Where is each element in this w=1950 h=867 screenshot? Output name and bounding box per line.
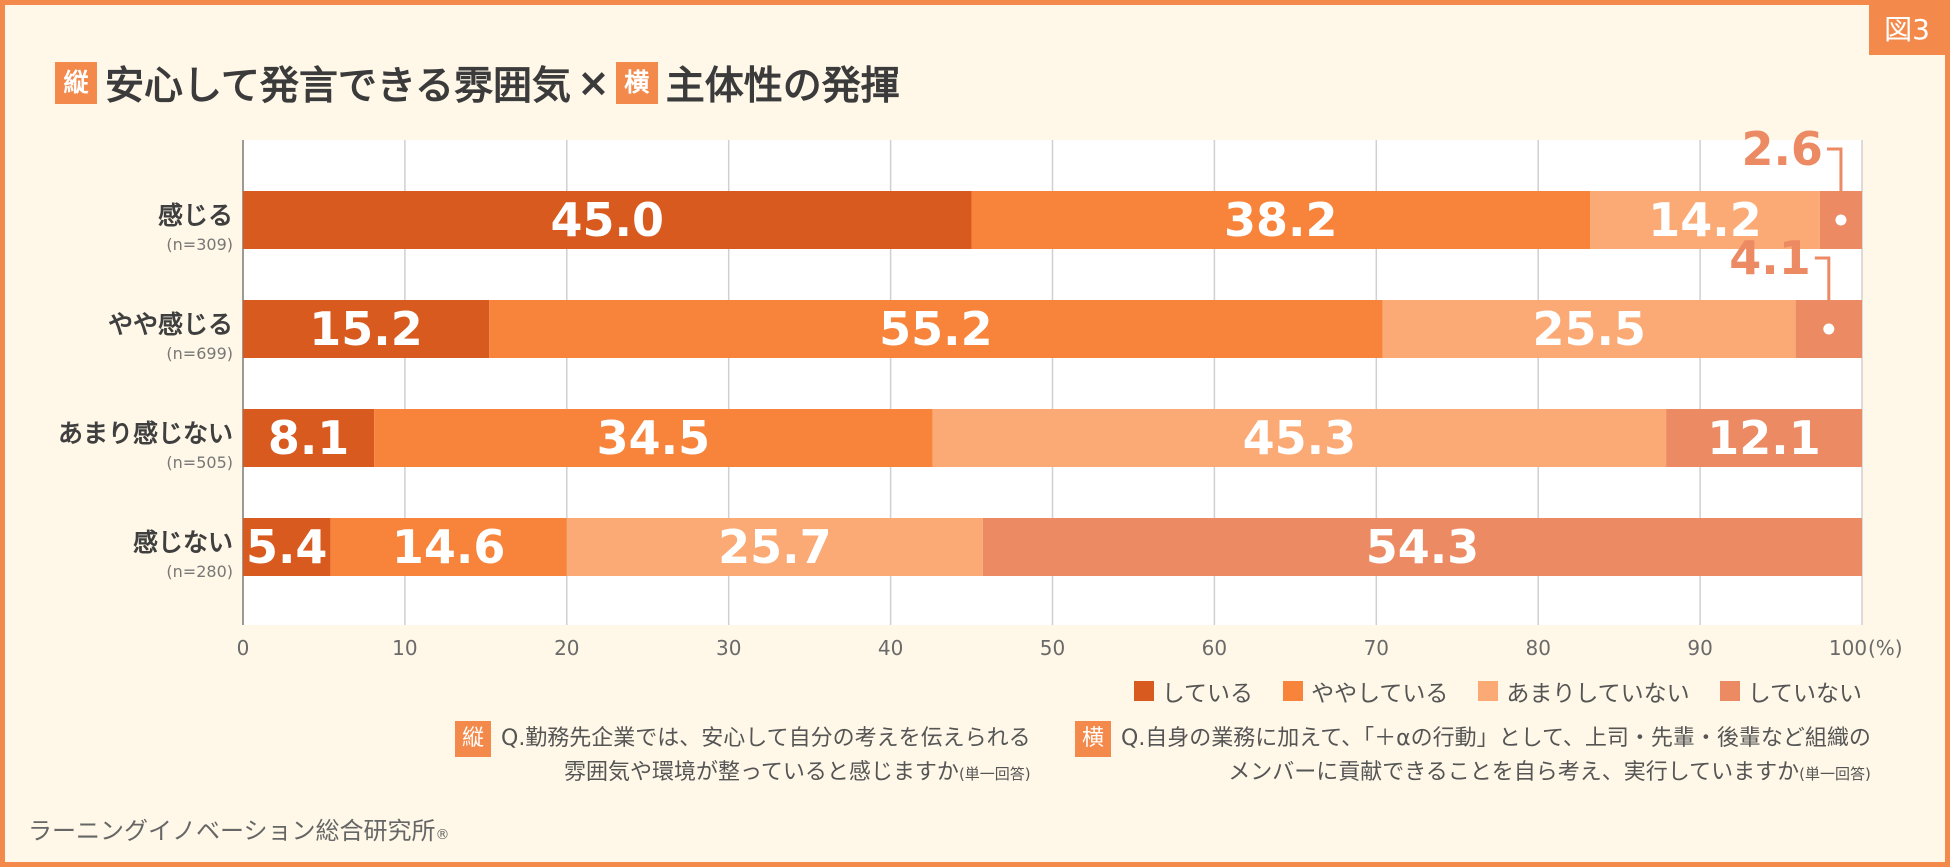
bar-segment [374, 409, 933, 467]
data-label: 14.2 [1648, 193, 1762, 247]
x-tick-label: 30 [716, 636, 741, 660]
x-tick-label: 90 [1687, 636, 1712, 660]
category-n-label: (n=309) [166, 235, 233, 254]
title-part-horizontal: 主体性の発揮 [665, 64, 900, 109]
data-label: 55.2 [879, 302, 993, 356]
bar-segment [1382, 300, 1796, 358]
horizontal-question-badge: 横 [1075, 721, 1111, 757]
horizontal-axis-badge: 横 [615, 62, 658, 104]
vertical-question-badge: 縦 [455, 721, 491, 757]
legend-swatch-icon [1478, 681, 1499, 701]
data-label: 5.4 [246, 520, 328, 574]
x-tick-label: 10 [392, 636, 417, 660]
organization-credit: ラーニングイノベーション総合研究所® [28, 811, 450, 846]
vertical-axis-badge: 縦 [55, 62, 97, 104]
category-label: やや感じる [108, 310, 233, 339]
figure-tag: 図3 [1869, 5, 1945, 55]
title-cross: × [577, 60, 610, 106]
bar-segment [1666, 409, 1862, 467]
data-label: 45.0 [551, 193, 665, 247]
data-label: 45.3 [1243, 411, 1357, 465]
bar-segment [243, 518, 331, 576]
x-tick-label: 50 [1040, 636, 1065, 660]
horizontal-question-note: (単一回答) [1799, 765, 1871, 783]
category-label: 感じない [133, 528, 233, 557]
legend-label: あまりしていない [1506, 681, 1690, 707]
bar-segment [330, 518, 567, 576]
horizontal-question-text: Q.自身の業務に加えて、「＋αの行動」として、上司・先輩・後輩など組織の メンバ… [1121, 722, 1871, 791]
data-label: 25.7 [718, 520, 832, 574]
x-tick-label: 60 [1202, 636, 1227, 660]
chart-title: 縦 安心して発言できる雰囲気 × 横 主体性の発揮 [55, 53, 900, 113]
x-unit-label: (%) [1868, 636, 1903, 660]
bar-segment [243, 300, 490, 358]
vertical-question-line2: 雰囲気や環境が整っていると感じますか [564, 760, 959, 785]
callout-leader [1826, 147, 1843, 212]
legend-item: あまりしていない [1478, 674, 1690, 708]
category-label: 感じる [158, 201, 233, 230]
data-label: 14.6 [392, 520, 506, 574]
legend-swatch-icon [1719, 681, 1740, 701]
data-label: 15.2 [309, 302, 423, 356]
x-tick-label: 80 [1525, 636, 1550, 660]
bar-segment [243, 191, 972, 249]
data-label: 4.1 [1729, 231, 1811, 285]
bar-segment [932, 409, 1667, 467]
bar-segment [489, 300, 1383, 358]
horizontal-question-line2: メンバーに貢献できることを自ら考え、実行していますか [1228, 760, 1800, 785]
legend-label: している [1161, 681, 1254, 707]
data-label: 12.1 [1707, 411, 1821, 465]
bar-segment [1590, 191, 1820, 249]
legend-label: ややしている [1311, 681, 1449, 707]
x-tick-label: 70 [1364, 636, 1389, 660]
legend-swatch-icon [1283, 681, 1304, 701]
horizontal-question-line1: Q.自身の業務に加えて、「＋αの行動」として、上司・先輩・後輩など組織の [1121, 726, 1871, 751]
bar-segment [566, 518, 983, 576]
legend-swatch-icon [1133, 681, 1154, 701]
bar-segment [243, 409, 375, 467]
legend-item: ややしている [1283, 674, 1448, 708]
callout-leader [1814, 256, 1831, 321]
legend-item: している [1133, 674, 1254, 708]
legend: している ややしている あまりしていない していない [1133, 674, 1862, 708]
data-label: 2.6 [1741, 122, 1823, 176]
vertical-question: 縦 Q.勤務先企業では、安心して自分の考えを伝えられる 雰囲気や環境が整っている… [455, 721, 1031, 791]
bar-segment [971, 191, 1591, 249]
category-n-label: (n=505) [166, 453, 233, 472]
organization-name: ラーニングイノベーション総合研究所 [28, 817, 436, 845]
legend-item: していない [1719, 674, 1862, 708]
category-n-label: (n=699) [166, 344, 233, 363]
bar-segment [982, 518, 1862, 576]
x-tick-label: 20 [554, 636, 579, 660]
data-label: 34.5 [597, 411, 711, 465]
callout-dot [1832, 211, 1850, 229]
data-label: 8.1 [268, 411, 350, 465]
title-part-vertical: 安心して発言できる雰囲気 [105, 64, 572, 109]
data-label: 25.5 [1532, 302, 1646, 356]
vertical-question-line1: Q.勤務先企業では、安心して自分の考えを伝えられる [501, 726, 1031, 751]
x-tick-label: 0 [237, 636, 250, 660]
category-n-label: (n=280) [166, 562, 233, 581]
horizontal-question: 横 Q.自身の業務に加えて、「＋αの行動」として、上司・先輩・後輩など組織の メ… [1075, 721, 1871, 791]
data-label: 54.3 [1366, 520, 1480, 574]
callout-dot [1820, 320, 1838, 338]
vertical-question-text: Q.勤務先企業では、安心して自分の考えを伝えられる 雰囲気や環境が整っていると感… [501, 722, 1031, 791]
vertical-question-note: (単一回答) [958, 765, 1031, 783]
registered-mark: ® [435, 827, 450, 843]
x-tick-label: 40 [878, 636, 903, 660]
data-label: 38.2 [1224, 193, 1338, 247]
category-label: あまり感じない [58, 419, 233, 448]
legend-label: していない [1747, 681, 1862, 707]
x-tick-label: 100 [1829, 636, 1867, 660]
